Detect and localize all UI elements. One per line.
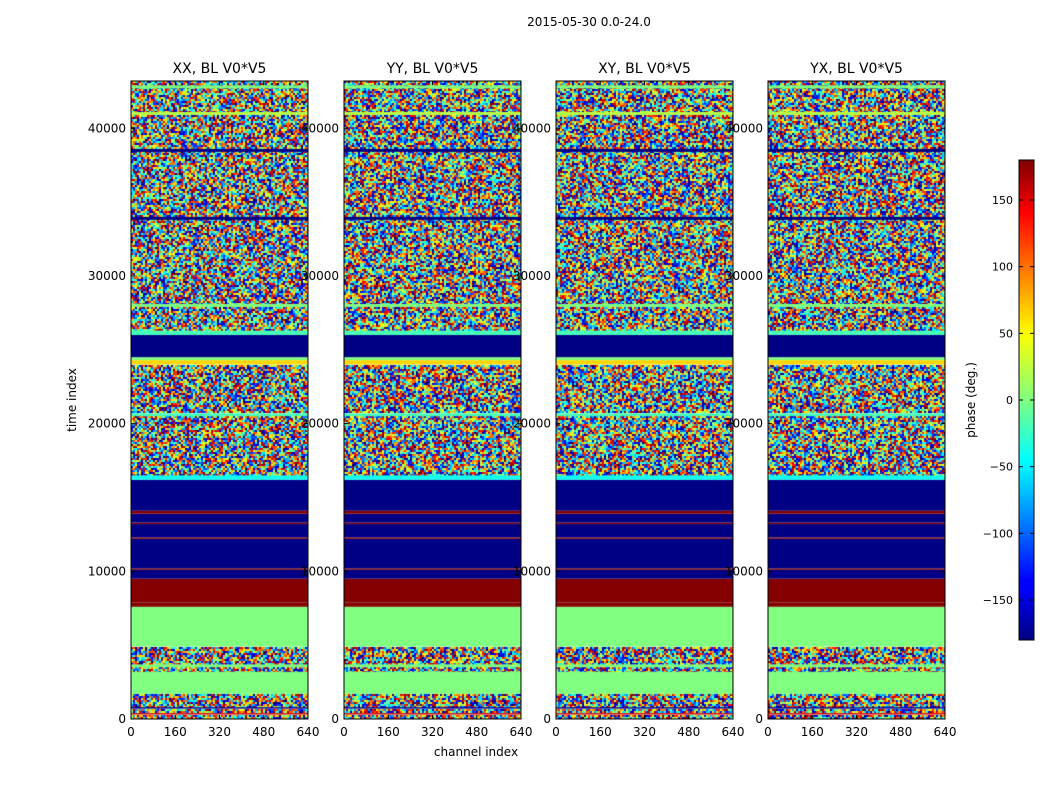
x-tick-label: 0 xyxy=(764,725,772,739)
y-tick-label: 20000 xyxy=(301,417,339,431)
y-tick-label: 20000 xyxy=(513,417,551,431)
y-tick-label: 40000 xyxy=(301,121,339,135)
y-tick-label: 30000 xyxy=(725,269,763,283)
y-tick-label: 40000 xyxy=(725,121,763,135)
x-tick-label: 640 xyxy=(510,725,533,739)
y-tick-label: 10000 xyxy=(88,564,126,578)
y-tick-label: 10000 xyxy=(725,564,763,578)
x-tick-label: 160 xyxy=(164,725,187,739)
x-tick-label: 320 xyxy=(845,725,868,739)
y-tick-label: 20000 xyxy=(88,417,126,431)
y-tick-label: 30000 xyxy=(513,269,551,283)
colorbar-tick-label: 150 xyxy=(992,194,1013,207)
y-tick-label: 0 xyxy=(755,712,763,726)
x-tick-label: 640 xyxy=(934,725,957,739)
panel-title: XY, BL V0*V5 xyxy=(598,61,691,77)
y-tick-label: 10000 xyxy=(513,564,551,578)
y-tick-label: 0 xyxy=(543,712,551,726)
panel-title: YY, BL V0*V5 xyxy=(386,61,479,77)
x-tick-label: 320 xyxy=(208,725,231,739)
x-axis-label: channel index xyxy=(434,745,518,759)
y-tick-label: 30000 xyxy=(301,269,339,283)
heatmap-image xyxy=(556,81,733,719)
colorbar-tick-label: −100 xyxy=(983,527,1013,540)
heatmap-image xyxy=(344,81,521,719)
colorbar-tick-label: −150 xyxy=(983,594,1013,607)
x-tick-label: 320 xyxy=(633,725,656,739)
x-tick-label: 320 xyxy=(421,725,444,739)
panel-1: XX, BL V0*V5 0 160 320 480 640 0 10000 20000 3000… xyxy=(88,61,320,739)
colorbar-tick-label: 0 xyxy=(1006,394,1013,407)
x-tick-label: 0 xyxy=(340,725,348,739)
panel-4: YX, BL V0*V5 0 160 320 480 640 0 10000 20000 3000… xyxy=(725,61,957,739)
y-tick-label: 40000 xyxy=(513,121,551,135)
x-tick-label: 640 xyxy=(297,725,320,739)
x-tick-label: 160 xyxy=(589,725,612,739)
colorbar-tick-label: −50 xyxy=(990,461,1013,474)
panel-2: YY, BL V0*V5 0 160 320 480 640 0 10000 20000 3000… xyxy=(301,61,533,739)
x-tick-label: 0 xyxy=(127,725,135,739)
y-tick-label: 30000 xyxy=(88,269,126,283)
heatmap-image xyxy=(768,81,945,719)
colorbar-tick-label: 50 xyxy=(999,327,1013,340)
x-tick-label: 480 xyxy=(252,725,275,739)
figure-suptitle: 2015-05-30 0.0-24.0 xyxy=(527,15,651,29)
x-tick-label: 480 xyxy=(465,725,488,739)
panels-group: XX, BL V0*V5 0 160 320 480 640 0 10000 20000 3000… xyxy=(88,61,957,739)
panel-3: XY, BL V0*V5 0 160 320 480 640 0 10000 20000 3000… xyxy=(513,61,745,739)
panel-title: YX, BL V0*V5 xyxy=(809,61,903,77)
x-tick-label: 160 xyxy=(377,725,400,739)
y-axis-label: time index xyxy=(65,368,79,432)
heatmap-image xyxy=(131,81,308,719)
y-tick-label: 0 xyxy=(118,712,126,726)
y-tick-label: 40000 xyxy=(88,121,126,135)
x-tick-label: 0 xyxy=(552,725,560,739)
colorbar-ticks: 150 100 50 0 −50 −100 −150 xyxy=(983,194,1034,607)
x-tick-label: 480 xyxy=(677,725,700,739)
panel-title: XX, BL V0*V5 xyxy=(173,61,267,77)
y-tick-label: 10000 xyxy=(301,564,339,578)
x-tick-label: 480 xyxy=(889,725,912,739)
colorbar-tick-label: 100 xyxy=(992,261,1013,274)
colorbar-label: phase (deg.) xyxy=(964,362,978,438)
x-tick-label: 160 xyxy=(801,725,824,739)
x-tick-label: 640 xyxy=(722,725,745,739)
y-tick-label: 20000 xyxy=(725,417,763,431)
colorbar: 150 100 50 0 −50 −100 −150 phase (deg.) xyxy=(964,159,1035,641)
y-tick-label: 0 xyxy=(331,712,339,726)
